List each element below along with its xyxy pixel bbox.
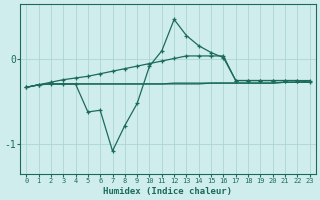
X-axis label: Humidex (Indice chaleur): Humidex (Indice chaleur) [103,187,232,196]
